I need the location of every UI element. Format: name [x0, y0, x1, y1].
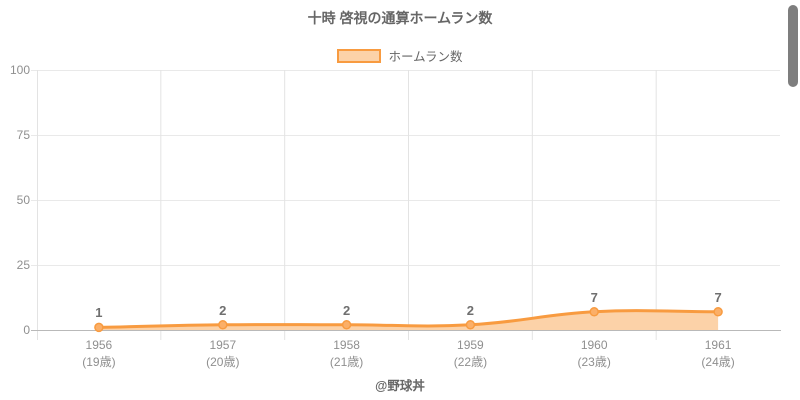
- legend-item[interactable]: ホームラン数: [0, 46, 800, 65]
- x-axis-tick-label: 1959 (22歳): [454, 337, 487, 371]
- data-point[interactable]: [713, 307, 723, 317]
- legend-swatch: [337, 48, 382, 63]
- line-series: [97, 309, 720, 329]
- data-points: [94, 307, 723, 333]
- data-point[interactable]: [589, 307, 599, 317]
- data-point[interactable]: [94, 322, 104, 333]
- credit-text: @野球丼: [375, 379, 425, 393]
- data-point[interactable]: [465, 320, 476, 330]
- data-point[interactable]: [341, 320, 352, 330]
- x-tick-age: (23歳): [577, 355, 611, 369]
- x-tick-year: 1959: [457, 338, 484, 352]
- data-label: 2: [219, 303, 227, 318]
- data-label: 1: [95, 305, 103, 320]
- y-axis-tick-label: 100: [9, 63, 30, 77]
- x-tick-age: (24歳): [701, 355, 735, 369]
- x-tick-age: (21歳): [329, 355, 364, 369]
- data-point[interactable]: [218, 320, 228, 330]
- y-axis-tick-label: 25: [16, 258, 30, 272]
- x-tick-age: (19歳): [82, 355, 116, 369]
- x-tick-age: (20歳): [206, 355, 240, 369]
- x-axis-tick-label: 1957 (20歳): [206, 337, 239, 371]
- x-tick-year: 1961: [704, 338, 732, 352]
- y-axis-tick-label: 50: [16, 193, 30, 207]
- x-axis-tick-label: 1956 (19歳): [82, 337, 115, 371]
- x-axis-tick-label: 1958 (21歳): [330, 337, 363, 371]
- x-gridlines: [37, 70, 657, 340]
- data-label: 2: [342, 303, 351, 318]
- chart-title: 十時 啓視の通算ホームラン数: [307, 10, 493, 26]
- data-label: 7: [714, 290, 722, 305]
- y-axis-tick-label: 75: [16, 128, 30, 142]
- x-axis-tick-label: 1960 (23歳): [578, 337, 611, 371]
- legend-label: ホームラン数: [388, 50, 463, 64]
- data-label: 2: [466, 303, 475, 318]
- y-axis-tick-label: 0: [23, 323, 30, 337]
- x-tick-year: 1956: [85, 338, 113, 352]
- x-tick-year: 1960: [580, 338, 608, 352]
- x-tick-year: 1958: [333, 338, 360, 352]
- scrollbar-thumb[interactable]: [788, 5, 798, 87]
- data-label: 7: [590, 290, 598, 305]
- x-tick-year: 1957: [209, 338, 237, 352]
- y-gridlines: [31, 70, 780, 266]
- x-tick-age: (22歳): [453, 355, 488, 369]
- x-axis-tick-label: 1961 (24歳): [701, 337, 734, 371]
